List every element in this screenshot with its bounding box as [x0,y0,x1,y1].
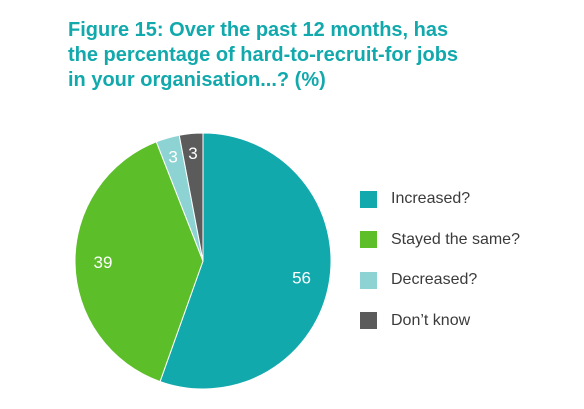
legend-item-stayed-the-same: Stayed the same? [360,227,575,253]
chart-title-line-2: the percentage of hard-to-recruit-for jo… [68,44,459,66]
pie-slice-dont-know [178,132,204,262]
chart-title: Figure 15: Over the past 12 months, has … [68,18,488,93]
legend-swatch-stayed-the-same [360,231,377,248]
legend-swatch-dont-know [360,312,377,329]
legend-label-stayed-the-same: Stayed the same? [391,230,520,248]
legend-item-decreased: Decreased? [360,267,575,293]
legend-label-increased: Increased? [391,190,471,207]
pie-slice-stayed-the-same [74,141,204,383]
legend-label-decreased: Decreased? [391,271,478,288]
legend-item-dont-know: Don’t know [360,308,575,334]
pie-slice-increased [159,132,332,390]
data-label-stayed-the-same: 39 [94,253,113,272]
legend-swatch-decreased [360,271,377,289]
legend-swatch-increased [360,190,377,208]
chart-title-line-1: Figure 15: Over the past 12 months, has [68,19,449,41]
data-label-dont-know: 3 [188,144,197,163]
chart-legend: Increased? Stayed the same? Decreased? D… [360,186,575,348]
legend-label-dont-know: Don’t know [391,311,471,329]
data-label-increased: 56 [292,269,311,288]
data-label-decreased: 3 [168,148,177,167]
chart-title-line-3: in your organisation...? (%) [68,69,326,91]
legend-item-increased: Increased? [360,186,575,212]
